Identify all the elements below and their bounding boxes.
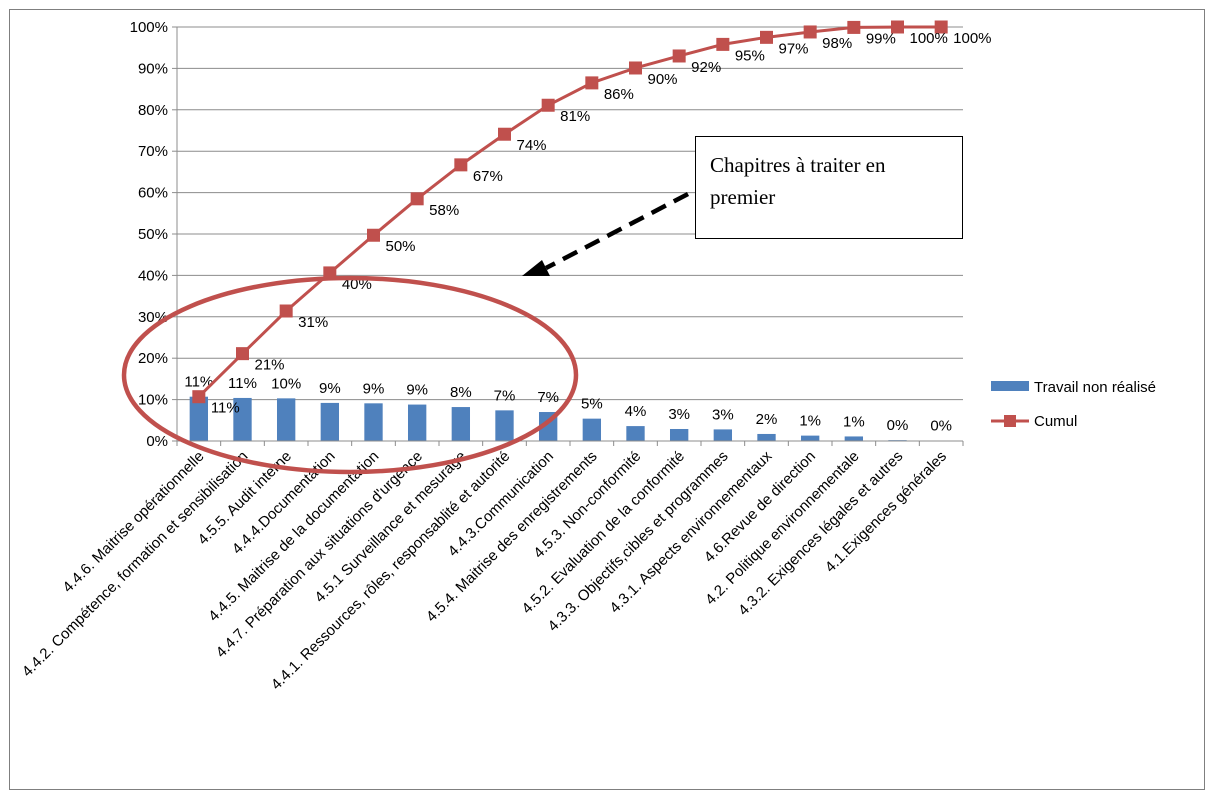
arrow-head-icon xyxy=(522,260,550,276)
bar-data-label: 0% xyxy=(930,418,952,435)
cumul-marker xyxy=(803,25,817,39)
bar-data-label: 9% xyxy=(363,380,385,397)
y-tick-label: 30% xyxy=(138,309,168,326)
x-axis xyxy=(176,440,964,446)
legend-swatch-bars xyxy=(991,381,1029,391)
cumul-marker xyxy=(498,127,511,141)
cumul-marker xyxy=(192,390,206,404)
bar-data-label: 11% xyxy=(184,374,213,391)
bar xyxy=(451,407,471,441)
cumul-data-label: 58% xyxy=(429,202,459,219)
cumul-data-label: 97% xyxy=(779,40,809,57)
bar-data-label: 0% xyxy=(887,417,909,434)
bar-data-label: 7% xyxy=(494,387,516,404)
cumul-data-label: 86% xyxy=(604,86,634,103)
bar-data-label: 1% xyxy=(799,413,821,430)
bar-data-label: 1% xyxy=(843,413,865,430)
bar xyxy=(800,435,820,441)
y-tick-label: 90% xyxy=(138,60,168,77)
y-tick-label: 40% xyxy=(138,267,168,284)
cumul-marker xyxy=(585,76,599,90)
cumul-data-label: 100% xyxy=(953,30,991,47)
bar xyxy=(669,428,689,441)
bar xyxy=(757,433,776,441)
cumul-data-label: 31% xyxy=(298,314,328,331)
cumul-data-labels: 11%21%31%40%50%58%67%74%81%86%90%92%95% 9… xyxy=(211,30,992,417)
y-tick-label: 100% xyxy=(130,19,168,36)
y-tick-label: 60% xyxy=(138,185,168,202)
bar-data-label: 9% xyxy=(406,382,428,399)
y-tick-label: 0% xyxy=(146,433,168,450)
cumul-data-label: 99% xyxy=(866,30,896,47)
cumul-marker xyxy=(672,49,686,63)
highlight-ellipse xyxy=(121,275,579,475)
cumul-marker xyxy=(454,158,468,172)
bar xyxy=(233,397,252,441)
legend-label-line: Cumul xyxy=(1034,413,1077,430)
annotation-layer xyxy=(121,192,690,475)
legend-label-bars: Travail non réalisé xyxy=(1034,379,1156,396)
cumul-data-label: 21% xyxy=(255,357,285,374)
bar-data-label: 10% xyxy=(271,375,301,392)
y-tick-label: 20% xyxy=(138,350,168,367)
cumul-marker xyxy=(760,30,773,44)
bar xyxy=(626,426,645,441)
cumul-marker xyxy=(279,304,293,318)
bar xyxy=(495,410,514,441)
cumul-data-label: 92% xyxy=(691,59,721,76)
bar-series xyxy=(189,396,951,442)
y-tick-label: 70% xyxy=(138,143,168,160)
x-tick-label: 4.5.2. Evaluation de la conformité xyxy=(519,448,688,617)
bar xyxy=(364,403,383,441)
cumul-marker xyxy=(716,37,730,51)
cumul-marker xyxy=(847,20,861,34)
bar-data-label: 7% xyxy=(537,389,559,406)
bar-data-label: 11% xyxy=(228,375,257,392)
bar xyxy=(582,418,602,441)
cumul-data-label: 90% xyxy=(648,71,678,88)
legend-swatch-marker xyxy=(1004,415,1016,427)
cumul-data-label: 98% xyxy=(822,35,852,52)
cumul-data-label: 11% xyxy=(211,400,240,417)
cumul-marker xyxy=(934,20,948,34)
cumul-marker xyxy=(236,347,249,361)
y-tick-label: 80% xyxy=(138,102,168,119)
bar-data-label: 8% xyxy=(450,384,472,401)
cumul-marker xyxy=(541,98,555,112)
cumul-data-label: 50% xyxy=(386,238,416,255)
bar xyxy=(276,398,296,441)
cumul-data-label: 67% xyxy=(473,168,503,185)
cumul-marker xyxy=(410,192,424,206)
bar-data-label: 9% xyxy=(319,380,341,397)
legend: Travail non réalisé Cumul xyxy=(991,379,1156,430)
bar xyxy=(844,436,864,441)
y-axis: 0% 10% 20% 30% 40% 50% 60% 70% 80% 90% 100% xyxy=(130,19,178,450)
y-tick-label: 10% xyxy=(138,392,168,409)
cumul-marker xyxy=(367,228,380,242)
cumul-data-label: 74% xyxy=(517,137,547,154)
bar xyxy=(407,404,427,441)
callout-box: Chapitres à traiter en premier xyxy=(695,136,963,239)
bar-data-label: 4% xyxy=(625,403,647,420)
cumul-data-label: 81% xyxy=(560,108,590,125)
bar-data-label: 5% xyxy=(581,396,603,413)
bar xyxy=(189,396,209,441)
cumul-data-label: 95% xyxy=(735,47,765,64)
bar xyxy=(320,402,340,441)
cumul-marker xyxy=(629,61,642,75)
y-tick-label: 50% xyxy=(138,226,168,243)
bar-data-label: 3% xyxy=(712,406,734,423)
bar-data-label: 3% xyxy=(668,406,690,423)
dashed-arrow xyxy=(544,192,690,270)
bar xyxy=(713,429,733,441)
bar-data-labels: 11% 11% 10% 9% 9% 9% 8% 7% 7% 5% 4% 3% 3% 2% 1% 1% 0% 0% xyxy=(184,374,952,435)
cumul-data-label: 100% xyxy=(910,30,948,47)
bar-data-label: 2% xyxy=(756,411,778,428)
cumul-marker xyxy=(891,20,904,34)
